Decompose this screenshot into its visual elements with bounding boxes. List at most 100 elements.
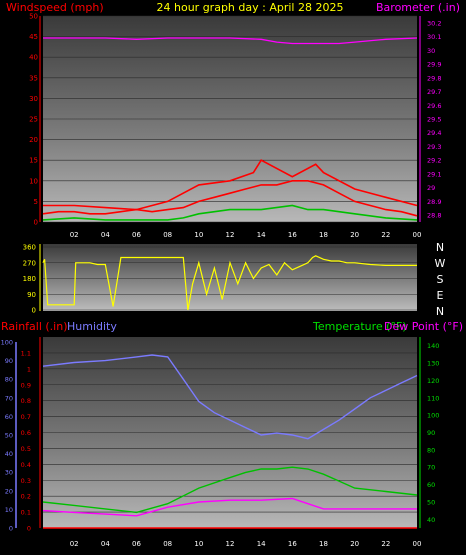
wind-tick-label: 45 — [29, 33, 38, 41]
direction-tick-label: 90 — [27, 291, 36, 299]
wind-tick-label: 35 — [29, 74, 38, 82]
temperature-tick-label: 40 — [427, 516, 435, 524]
series-line-dew-point-f- — [42, 497, 417, 517]
wind-tick-label: 40 — [29, 54, 38, 62]
time-tick-label: 06 — [132, 540, 141, 548]
rainfall-tick-label: 0.5 — [21, 445, 31, 453]
time-tick-label: 22 — [381, 540, 390, 548]
rainfall-axis-title: Rainfall (.in) — [1, 320, 68, 333]
rainfall-tick-label: 0.6 — [21, 429, 31, 437]
barometer-tick-label: 30 — [427, 47, 435, 55]
humidity-tick-label: 10 — [5, 506, 13, 514]
direction-tick-label: 0 — [32, 307, 36, 315]
time-tick-label: 20 — [350, 540, 359, 548]
humidity-tick-label: 50 — [5, 432, 13, 440]
time-tick-label: 00 — [413, 231, 422, 239]
barometer-tick-label: 30.1 — [427, 33, 441, 41]
humidity-tick-label: 90 — [5, 357, 13, 365]
humidity-tick-label: 70 — [5, 394, 13, 402]
barometer-tick-label: 29.2 — [427, 157, 441, 165]
time-tick-label: 04 — [101, 540, 110, 548]
barometer-tick-label: 29.8 — [427, 74, 441, 82]
rainfall-tick-label: 0.3 — [21, 477, 31, 485]
wind-tick-label: 5 — [34, 198, 38, 206]
rainfall-tick-label: 1 — [27, 365, 31, 373]
humidity-tick-label: 40 — [5, 450, 13, 458]
wind-tick-label: 0 — [34, 219, 38, 227]
rainfall-tick-label: 1.1 — [21, 349, 31, 357]
wind-axis-title: Windspeed (mph) — [6, 1, 104, 14]
time-tick-label: 04 — [101, 231, 110, 239]
temperature-tick-label: 50 — [427, 498, 435, 506]
humidity-tick-label: 30 — [5, 469, 13, 477]
rainfall-tick-label: 0.4 — [21, 461, 31, 469]
humidity-tick-label: 100 — [1, 339, 13, 347]
series-line-temperature-f- — [42, 466, 418, 514]
time-tick-label: 08 — [163, 540, 172, 548]
time-tick-label: 16 — [288, 231, 297, 239]
humidity-axis-title: Humidity — [67, 320, 117, 333]
temperature-tick-label: 110 — [427, 394, 439, 402]
barometer-axis-title: Barometer (.in) — [376, 1, 460, 14]
wind-tick-label: 10 — [29, 177, 38, 185]
time-tick-label: 08 — [163, 231, 172, 239]
rainfall-tick-label: 0.8 — [21, 397, 31, 405]
wind-tick-label: 25 — [29, 116, 38, 124]
series-line-humidity — [42, 354, 418, 440]
dewpoint-axis-title: Dew Point (°F) — [384, 320, 463, 333]
time-tick-label: 02 — [70, 231, 79, 239]
time-tick-label: 02 — [70, 540, 79, 548]
barometer-tick-label: 30.2 — [427, 19, 441, 27]
direction-tick-label: 270 — [23, 259, 36, 267]
time-tick-label: 06 — [132, 231, 141, 239]
humidity-tick-label: 20 — [5, 487, 13, 495]
barometer-tick-label: 29.5 — [427, 116, 441, 124]
temperature-tick-label: 130 — [427, 360, 439, 368]
series-line-windspeed-mph- — [42, 180, 418, 217]
time-tick-label: 18 — [319, 231, 328, 239]
rainfall-tick-label: 0.2 — [21, 493, 31, 501]
rainfall-tick-label: 0 — [27, 525, 31, 533]
time-tick-label: 12 — [226, 231, 235, 239]
humidity-tick-label: 80 — [5, 376, 13, 384]
chart-title: 24 hour graph day : April 28 2025 — [157, 1, 344, 14]
wind-tick-label: 50 — [29, 13, 38, 21]
direction-tick-label: 180 — [23, 275, 36, 283]
time-tick-label: 10 — [194, 540, 203, 548]
time-tick-label: 00 — [413, 540, 422, 548]
compass-label: N — [436, 241, 444, 254]
compass-label: E — [437, 289, 444, 302]
humidity-tick-label: 60 — [5, 413, 13, 421]
temperature-axis-title: Temperature (°F) — [312, 320, 407, 333]
time-tick-label: 16 — [288, 540, 297, 548]
temperature-tick-label: 80 — [427, 446, 435, 454]
series-line-barometer-in- — [43, 37, 418, 45]
temperature-tick-label: 140 — [427, 342, 439, 350]
barometer-tick-label: 29.6 — [427, 102, 441, 110]
humidity-tick-label: 0 — [9, 525, 13, 533]
barometer-tick-label: 29.7 — [427, 88, 441, 96]
direction-tick-label: 360 — [23, 244, 36, 252]
rainfall-tick-label: 0.1 — [21, 509, 31, 517]
temperature-tick-label: 90 — [427, 429, 435, 437]
compass-label: N — [436, 305, 444, 318]
rainfall-tick-label: 0.9 — [21, 381, 31, 389]
series-line-wind-gust — [43, 159, 418, 211]
barometer-tick-label: 29.9 — [427, 61, 441, 69]
compass-label: S — [437, 273, 444, 286]
barometer-tick-label: 28.9 — [427, 198, 441, 206]
barometer-tick-label: 29.1 — [427, 170, 441, 178]
rainfall-tick-label: 0.7 — [21, 413, 31, 421]
time-tick-label: 22 — [381, 231, 390, 239]
barometer-tick-label: 29 — [427, 184, 435, 192]
barometer-tick-label: 29.3 — [427, 143, 441, 151]
temperature-tick-label: 100 — [427, 412, 439, 420]
barometer-tick-label: 29.4 — [427, 129, 441, 137]
wind-tick-label: 30 — [29, 95, 38, 103]
time-tick-label: 12 — [226, 540, 235, 548]
compass-label: W — [435, 257, 446, 270]
temperature-tick-label: 60 — [427, 481, 435, 489]
temperature-tick-label: 70 — [427, 464, 435, 472]
wind-tick-label: 20 — [29, 136, 38, 144]
